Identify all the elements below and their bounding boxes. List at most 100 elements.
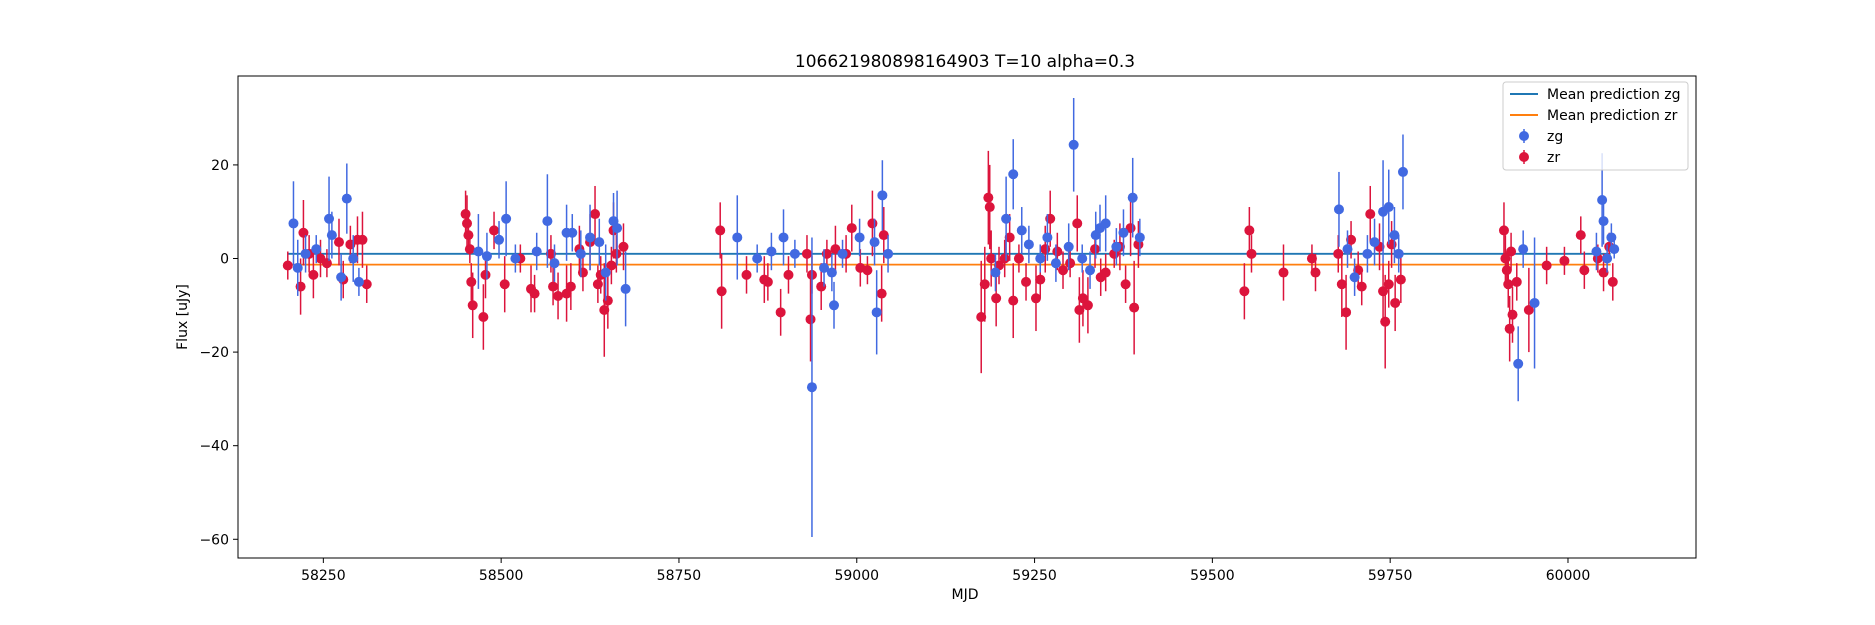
zr-point [1346, 234, 1357, 245]
y-tick-label: −20 [199, 345, 229, 361]
zr-point [1501, 265, 1512, 276]
zr-point [1120, 279, 1131, 290]
legend-label-zr: zr [1547, 150, 1560, 166]
zr-point [830, 244, 841, 255]
zg-point [1023, 239, 1034, 250]
zg-point [353, 276, 364, 287]
zg-point [766, 246, 777, 257]
zr-point [1341, 307, 1352, 318]
zr-point [783, 269, 794, 280]
zg-series [288, 97, 1620, 537]
zr-point [478, 312, 489, 322]
zr-point [1503, 279, 1514, 290]
zg-point [542, 216, 553, 227]
zr-point [1498, 225, 1509, 236]
legend-label-zg: zg [1547, 129, 1563, 145]
x-tick-label: 60000 [1546, 568, 1591, 584]
zr-point [716, 286, 727, 297]
zr-point [1040, 244, 1051, 255]
zr-point [1356, 281, 1367, 292]
y-tick-label: 20 [211, 158, 229, 174]
y-tick-label: 0 [220, 252, 229, 268]
zr-point [1579, 265, 1590, 276]
zg-point [481, 251, 492, 262]
zr-point [1507, 309, 1518, 320]
zr-point [1244, 225, 1255, 236]
zr-point [1013, 253, 1024, 264]
zr-point [545, 248, 556, 259]
zr-point [1310, 267, 1321, 278]
zr-point [762, 276, 773, 287]
zr-point [553, 290, 564, 301]
zg-point [1008, 169, 1019, 180]
zr-point [999, 253, 1010, 264]
zr-point [1030, 293, 1041, 304]
zr-point [308, 269, 319, 280]
zg-point [1602, 253, 1613, 264]
legend-swatch-zr-marker [1519, 152, 1529, 162]
zr-point [357, 234, 368, 245]
zg-point [854, 232, 865, 243]
zr-point [983, 192, 994, 203]
zr-point [1058, 265, 1069, 276]
zg-point [1342, 244, 1353, 255]
zr-point [1607, 276, 1618, 287]
zr-point [715, 225, 726, 236]
zr-point [1008, 295, 1019, 306]
legend: Mean prediction zg Mean prediction zr zg… [1502, 81, 1689, 171]
zg-point [1063, 241, 1074, 252]
zr-point [361, 279, 372, 290]
zg-point [1042, 232, 1053, 243]
zr-point [1239, 286, 1250, 297]
zg-point [1369, 237, 1380, 248]
y-tick-label: −40 [199, 439, 229, 455]
zg-point [341, 193, 352, 204]
zg-point [1389, 230, 1400, 241]
zr-point [1575, 230, 1586, 241]
zr-point [1004, 232, 1015, 243]
zr-point [979, 279, 990, 290]
zr-point [867, 218, 878, 229]
zg-point [549, 258, 560, 269]
y-axis-label: Flux [uJy] [175, 284, 191, 350]
zr-point [805, 314, 816, 325]
zg-point [594, 237, 605, 248]
zr-point [1074, 304, 1085, 315]
zg-point [348, 253, 359, 264]
zg-point [789, 248, 800, 259]
zr-point [599, 304, 610, 315]
zr-point [548, 281, 559, 292]
zg-point [1001, 213, 1012, 224]
zr-point [1506, 246, 1517, 257]
zg-point [1016, 225, 1027, 236]
zg-point [612, 223, 623, 234]
zr-point [801, 248, 812, 259]
zg-point [1134, 232, 1145, 243]
legend-swatch-zg-marker [1519, 131, 1529, 141]
x-tick-label: 58250 [301, 568, 346, 584]
zr-point [467, 300, 478, 311]
zr-point [1077, 293, 1088, 304]
zr-point [862, 265, 873, 276]
legend-label-mean-zr: Mean prediction zr [1547, 108, 1678, 124]
zg-point [1035, 253, 1046, 264]
zg-point [1362, 248, 1373, 259]
zg-point [1085, 265, 1096, 276]
zr-point [1052, 246, 1063, 257]
zg-point [531, 246, 542, 257]
x-tick-label: 59750 [1368, 568, 1413, 584]
zr-point [1541, 260, 1552, 271]
zg-point [1513, 358, 1524, 369]
zr-point [1129, 302, 1140, 313]
zr-point [1021, 276, 1032, 287]
zr-point [463, 230, 474, 241]
zr-point [1365, 209, 1376, 220]
zg-point [510, 253, 521, 264]
x-tick-label: 58750 [657, 568, 702, 584]
zg-point [326, 230, 337, 241]
zr-point [565, 281, 576, 292]
zg-point [990, 267, 1001, 278]
zg-point [778, 232, 789, 243]
zg-point [732, 232, 743, 243]
